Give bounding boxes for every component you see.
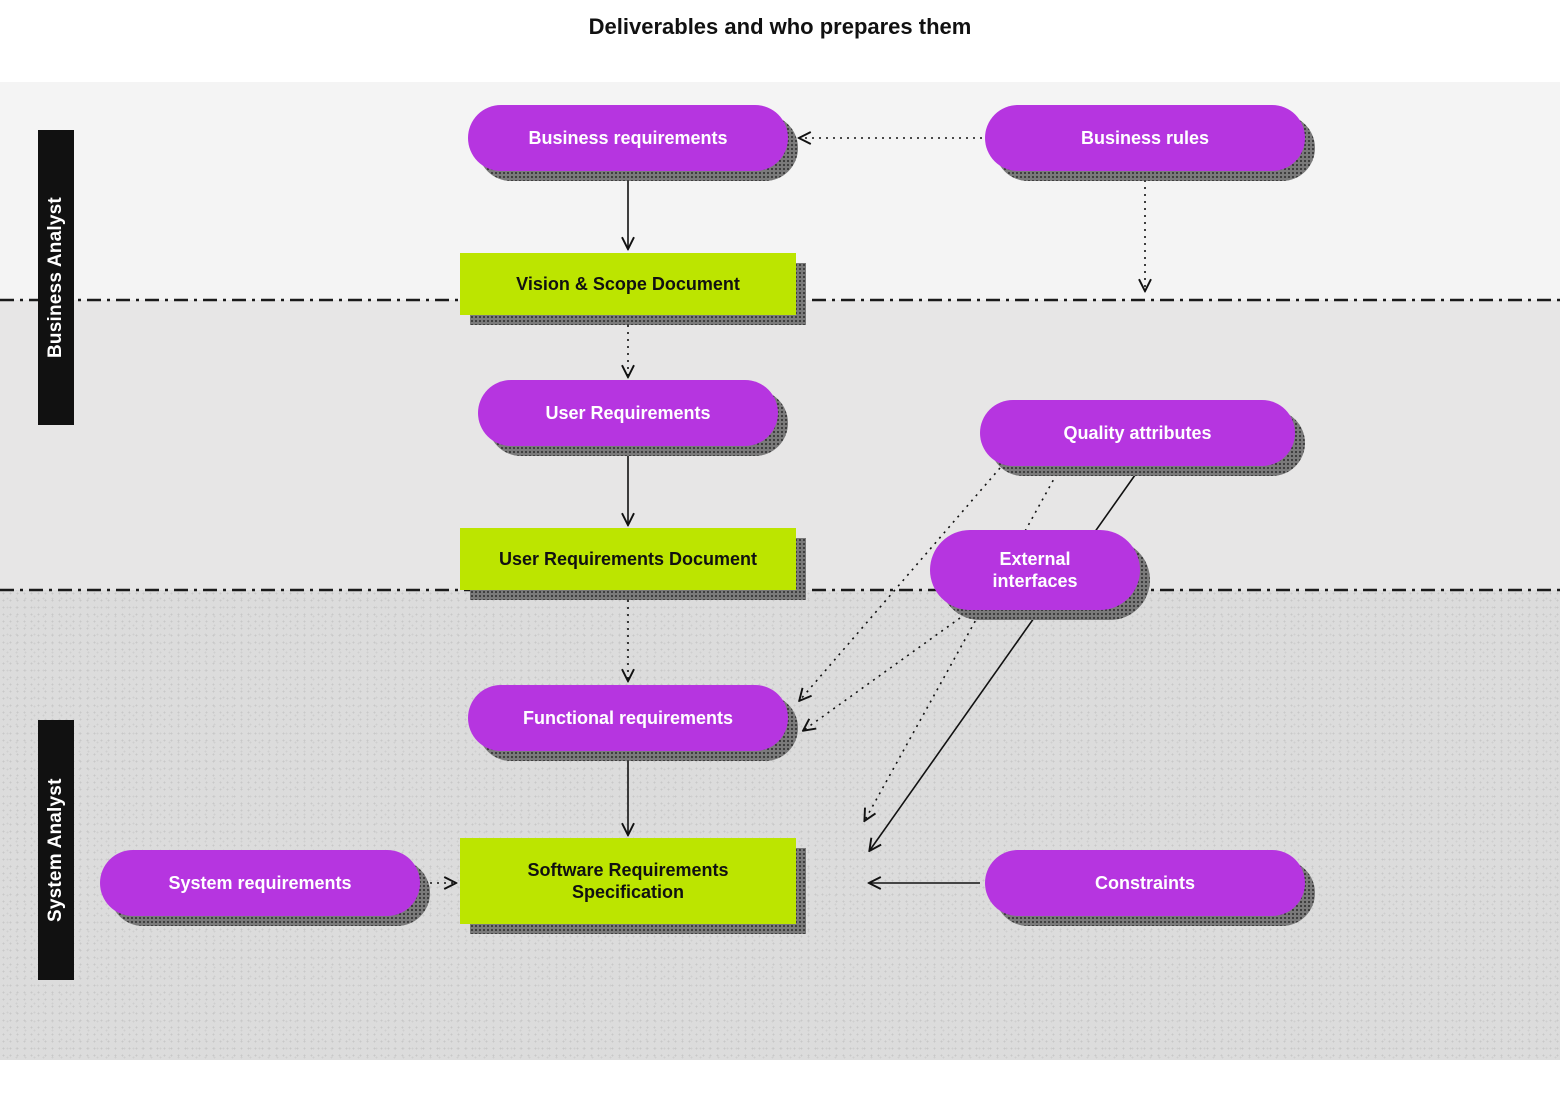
node-label: Business rules: [985, 105, 1305, 171]
band-band-3: [0, 590, 1560, 1060]
node-label: Functional requirements: [468, 685, 788, 751]
node-label: User Requirements Document: [460, 528, 796, 590]
node-n-ext-if: Externalinterfaces: [930, 530, 1140, 610]
node-label: Constraints: [985, 850, 1305, 916]
node-n-vision: Vision & Scope Document: [460, 253, 796, 315]
node-n-biz-rules: Business rules: [985, 105, 1305, 171]
node-n-func-req: Functional requirements: [468, 685, 788, 751]
node-n-user-req: User Requirements: [478, 380, 778, 446]
node-label: Quality attributes: [980, 400, 1295, 466]
node-n-sys-req: System requirements: [100, 850, 420, 916]
node-label: Externalinterfaces: [930, 530, 1140, 610]
node-n-constr: Constraints: [985, 850, 1305, 916]
diagram-title: Deliverables and who prepares them: [0, 14, 1560, 40]
node-n-urd: User Requirements Document: [460, 528, 796, 590]
node-n-quality: Quality attributes: [980, 400, 1295, 466]
node-label: System requirements: [100, 850, 420, 916]
node-label: User Requirements: [478, 380, 778, 446]
node-label: Vision & Scope Document: [460, 253, 796, 315]
lane-sa-label: System Analyst: [38, 720, 74, 980]
node-n-srs: Software RequirementsSpecification: [460, 838, 796, 924]
diagram-canvas: Deliverables and who prepares them Busin…: [0, 0, 1560, 1097]
node-label: Business requirements: [468, 105, 788, 171]
lane-ba-label: Business Analyst: [38, 130, 74, 425]
node-label: Software RequirementsSpecification: [460, 838, 796, 924]
node-n-biz-req: Business requirements: [468, 105, 788, 171]
